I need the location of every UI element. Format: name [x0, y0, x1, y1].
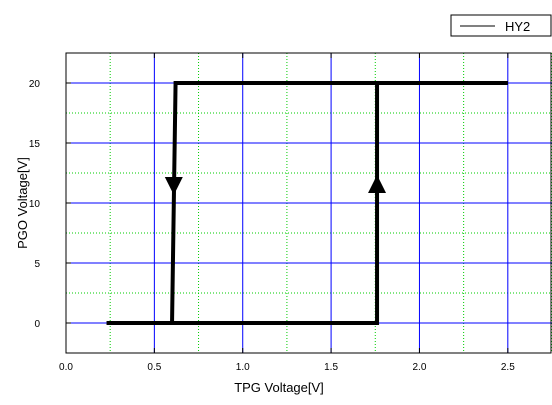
y-tick-label: 15: [29, 139, 41, 150]
y-tick-label: 5: [34, 259, 40, 270]
data-series: [106, 81, 508, 325]
arrow-up-marker: [368, 175, 387, 193]
x-tick-label: 1.5: [324, 362, 338, 373]
axis-ticks: [65, 53, 509, 353]
x-tick-label: 2.5: [501, 362, 515, 373]
arrow-down-marker: [164, 177, 183, 195]
y-tick-labels: 0 5 10 15 20: [29, 79, 41, 330]
y-axis-title: PGO Voltage[V]: [15, 157, 30, 249]
y-tick-label: 10: [29, 199, 41, 210]
y-tick-label: 20: [29, 79, 41, 90]
x-tick-label: 1.0: [236, 362, 250, 373]
x-tick-labels: 0.0 0.5 1.0 1.5 2.0 2.5: [59, 362, 515, 373]
legend-label-hy2: HY2: [505, 19, 530, 34]
series-falling-path: [106, 81, 508, 325]
x-tick-label: 0.5: [147, 362, 161, 373]
major-grid: [66, 53, 552, 353]
x-tick-label: 2.0: [413, 362, 427, 373]
y-tick-label: 0: [34, 319, 40, 330]
x-tick-label: 0.0: [59, 362, 73, 373]
legend-box: [450, 14, 552, 37]
x-axis-title: TPG Voltage[V]: [234, 380, 324, 395]
legend: HY2: [450, 14, 552, 37]
